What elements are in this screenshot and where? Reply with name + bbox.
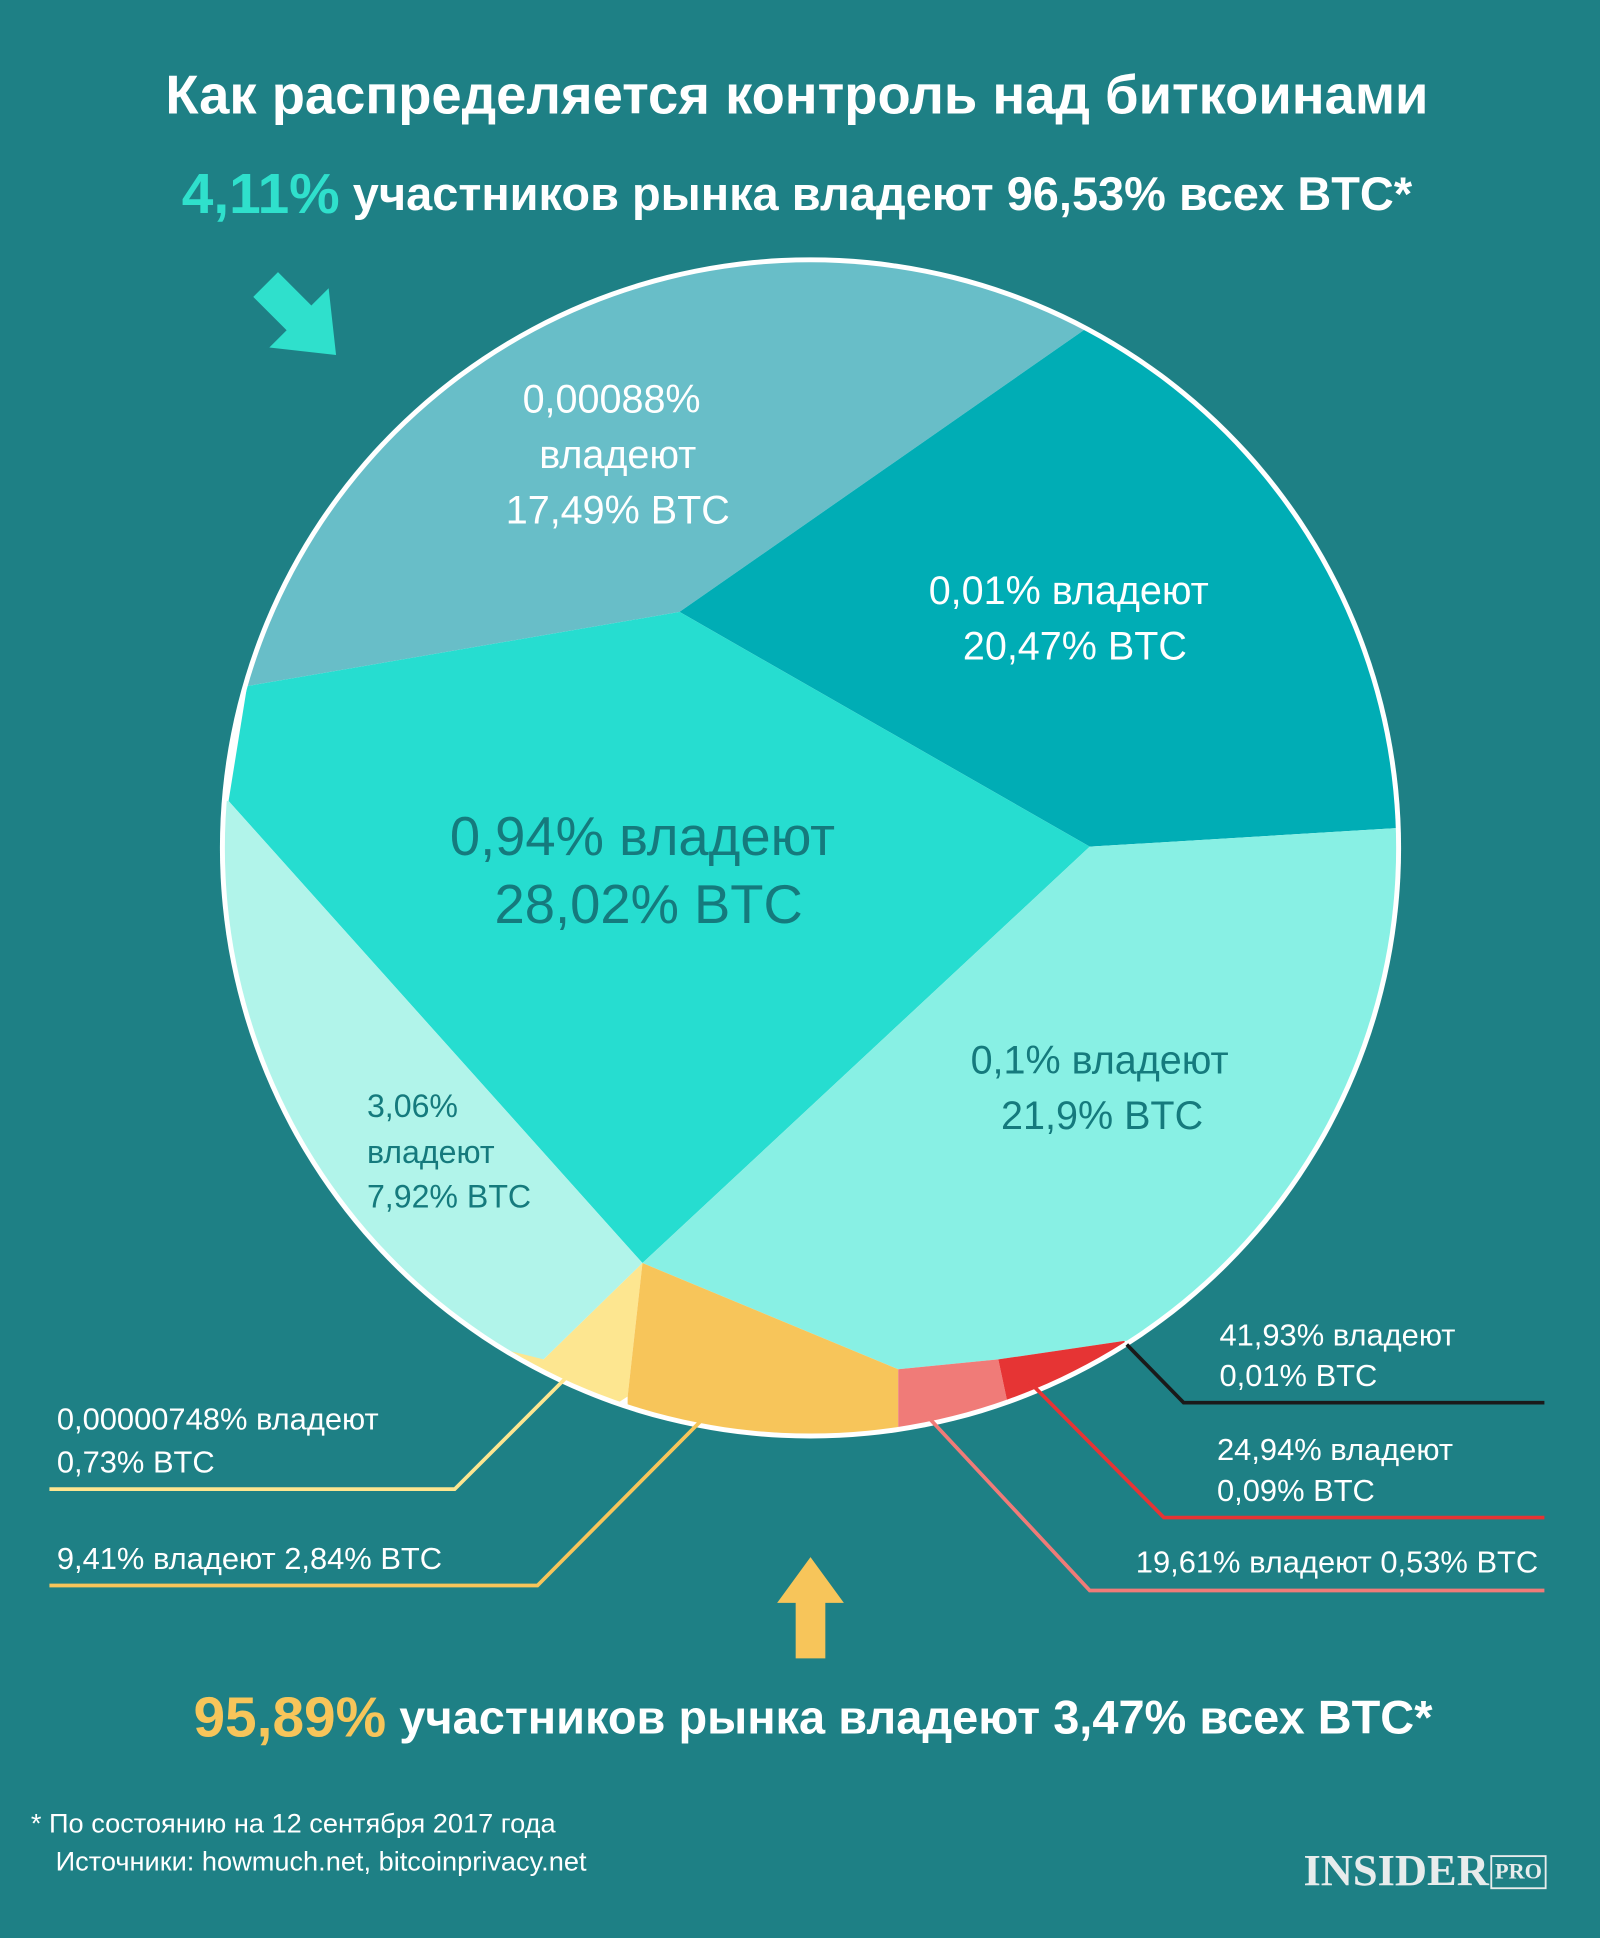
summary-text: участников рынка владеют 96,53% всех BTC… <box>353 168 1413 220</box>
label-line: 28,02% BTC <box>495 874 803 935</box>
label-line: 3,06% <box>367 1088 458 1124</box>
label-line: 20,47% BTC <box>963 624 1187 668</box>
label-line: 41,93% владеют <box>1219 1317 1455 1352</box>
logo-badge: PRO <box>1495 1859 1542 1884</box>
label: 3,06% владеют 7,92% BTC <box>367 1088 531 1214</box>
summary-text: участников рынка владеют 3,47% всех BTC* <box>399 1692 1433 1744</box>
label-line: 0,00000748% владеют <box>57 1401 379 1436</box>
label-line: 0,94% владеют <box>450 806 835 867</box>
label-line: 24,94% владеют <box>1217 1432 1453 1467</box>
logo-badge-frame <box>1490 1855 1547 1890</box>
label-line: 0,09% BTC <box>1217 1473 1375 1508</box>
label-line: 17,49% BTC <box>506 489 730 533</box>
label-line: 0,1% владеют <box>971 1038 1229 1082</box>
arrow-down <box>253 272 337 355</box>
leader-line <box>1125 1343 1545 1405</box>
footnote: Источники: howmuch.net, bitcoinprivacy.n… <box>56 1846 587 1877</box>
label-line: 9,41% владеют 2,84% BTC <box>57 1541 442 1576</box>
region <box>627 1263 899 1434</box>
leader-line <box>49 1376 568 1492</box>
bottom-summary: 95,89% участников рынка владеют 3,47% вс… <box>193 1686 1433 1749</box>
region <box>228 611 1090 1264</box>
leader-line <box>1027 1380 1545 1520</box>
logo: INSIDER <box>1303 1845 1489 1895</box>
leaders <box>49 1343 1545 1593</box>
label-line: 19,61% владеют 0,53% BTC <box>1136 1545 1538 1580</box>
label-line: 0,01% владеют <box>929 569 1209 613</box>
label-line: 7,92% BTC <box>367 1178 531 1214</box>
outside-labels: 0,00000748% владеют 0,73% BTC 9,41% влад… <box>57 1317 1538 1579</box>
label: 0,94% владеют 28,02% BTC 0,1% владеют 21… <box>450 806 1229 1138</box>
label-line: 0,00088% <box>523 377 701 421</box>
label-line: 21,9% BTC <box>1001 1094 1203 1138</box>
top-summary: 4,11% участников рынка владеют 96,53% вс… <box>182 163 1413 226</box>
arrow-up <box>777 1557 844 1659</box>
label-line: 0,01% BTC <box>1219 1358 1377 1393</box>
leader-line <box>919 1407 1545 1593</box>
label-line: владеют <box>539 433 696 477</box>
label-line: владеют <box>367 1134 495 1170</box>
label-line: 0,73% BTC <box>57 1445 215 1480</box>
leader-line <box>49 1413 709 1588</box>
label: 0,00088% владеют 17,49% BTC 0,01% владею… <box>506 377 1209 668</box>
summary-highlight: 4,11% <box>182 163 340 226</box>
summary-highlight: 95,89% <box>193 1686 386 1749</box>
footnote: * По состоянию на 12 сентября 2017 года <box>31 1807 557 1838</box>
title: Как распределяется контроль над биткоина… <box>165 65 1428 126</box>
